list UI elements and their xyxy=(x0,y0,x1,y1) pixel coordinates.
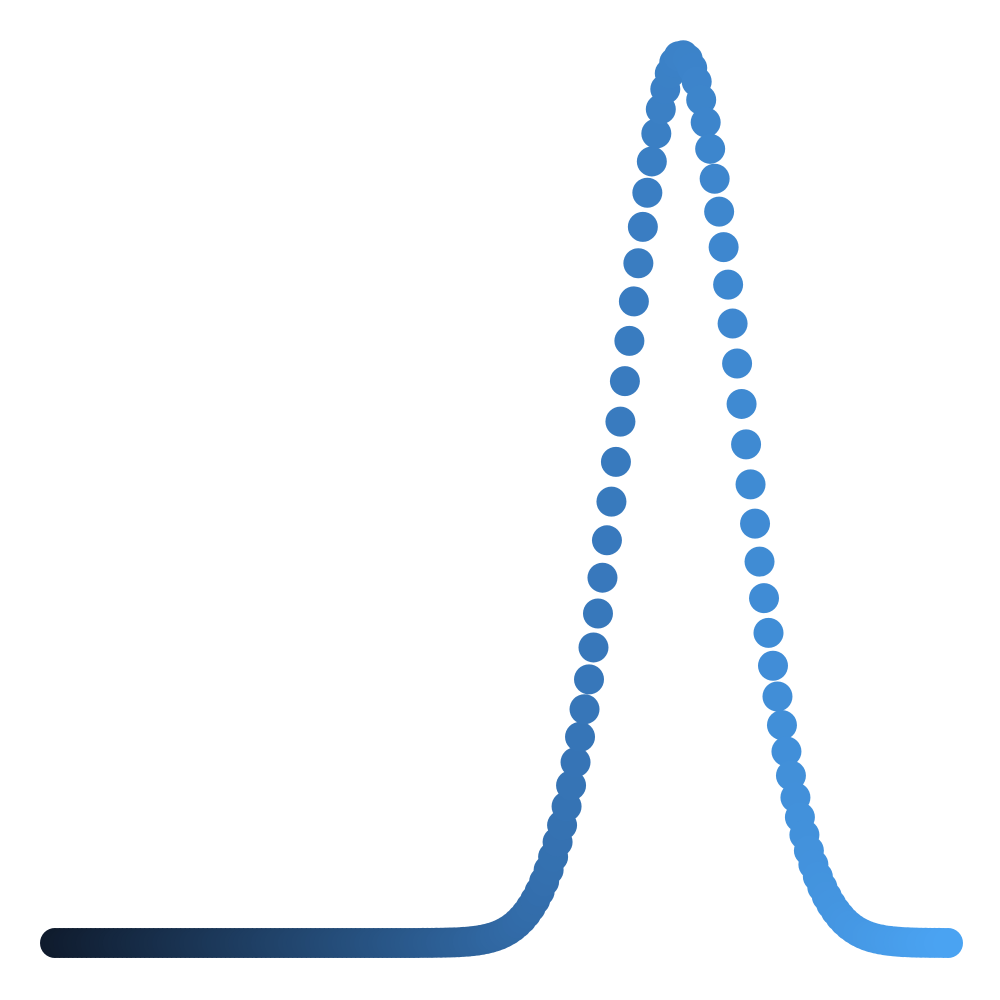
data-point xyxy=(762,681,793,712)
data-point xyxy=(713,269,744,300)
data-point xyxy=(717,308,748,339)
data-point xyxy=(560,747,591,778)
data-point xyxy=(757,650,788,681)
data-point xyxy=(686,84,717,115)
data-point xyxy=(740,508,771,539)
data-point xyxy=(587,562,618,593)
data-point xyxy=(609,366,640,397)
data-point xyxy=(708,232,739,263)
chart-points xyxy=(40,40,963,958)
data-point xyxy=(731,429,762,460)
data-point xyxy=(627,211,658,242)
data-point xyxy=(766,710,797,741)
data-point xyxy=(600,446,631,477)
data-point xyxy=(565,721,596,752)
data-point xyxy=(749,583,780,614)
data-point xyxy=(735,469,766,500)
data-point xyxy=(636,146,667,177)
data-point xyxy=(695,133,726,164)
data-point xyxy=(771,736,802,767)
data-point xyxy=(578,632,609,663)
data-point xyxy=(605,406,636,437)
data-point xyxy=(632,177,663,208)
data-point xyxy=(704,196,735,227)
data-point xyxy=(574,664,605,695)
data-point xyxy=(744,546,775,577)
data-point xyxy=(933,927,963,958)
data-point xyxy=(699,163,730,194)
data-point xyxy=(569,694,600,725)
data-point xyxy=(591,525,622,556)
data-point xyxy=(753,617,784,648)
data-point xyxy=(641,118,672,149)
data-point xyxy=(614,325,645,356)
data-point xyxy=(722,348,753,379)
data-point xyxy=(618,286,649,317)
data-point xyxy=(582,598,613,629)
data-point xyxy=(690,107,721,138)
data-point xyxy=(726,388,757,419)
data-point xyxy=(623,248,654,279)
data-point xyxy=(596,486,627,517)
data-point xyxy=(556,770,587,801)
